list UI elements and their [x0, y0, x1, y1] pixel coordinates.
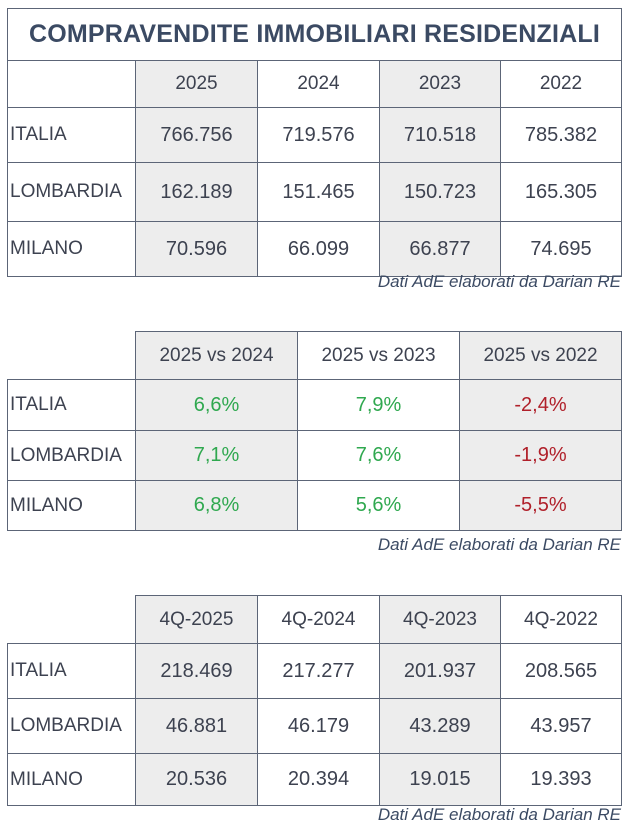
- column-header: 2025 vs 2024: [135, 331, 298, 380]
- row-label: ITALIA: [7, 643, 136, 699]
- row-label: LOMBARDIA: [7, 162, 136, 222]
- table-cell: 66.877: [379, 221, 501, 277]
- column-header: 4Q-2024: [257, 595, 380, 644]
- table-row: MILANO 20.536 20.394 19.015 19.393: [7, 753, 622, 806]
- table-cell: 217.277: [257, 643, 380, 699]
- change-cell: 6,6%: [135, 379, 298, 431]
- yoy-change-table: 2025 vs 2024 2025 vs 2023 2025 vs 2022 I…: [7, 331, 622, 531]
- table-cell: 710.518: [379, 107, 501, 163]
- table-cell: 70.596: [135, 221, 258, 277]
- table-cell: 43.957: [500, 698, 622, 754]
- column-header: 2024: [257, 60, 380, 108]
- change-cell: -2,4%: [459, 379, 622, 431]
- table-cell: 150.723: [379, 162, 501, 222]
- row-label: ITALIA: [7, 379, 136, 431]
- change-cell: -5,5%: [459, 480, 622, 531]
- quarterly-sales-table: 4Q-2025 4Q-2024 4Q-2023 4Q-2022 ITALIA 2…: [7, 595, 622, 806]
- column-header: 2023: [379, 60, 501, 108]
- table-cell: 785.382: [500, 107, 622, 163]
- row-label: MILANO: [7, 221, 136, 277]
- change-cell: 7,6%: [297, 430, 460, 481]
- table-cell: 162.189: [135, 162, 258, 222]
- row-label: MILANO: [7, 753, 136, 806]
- table-cell: 46.881: [135, 698, 258, 754]
- column-header: 2025: [135, 60, 258, 108]
- header-corner: [7, 60, 136, 108]
- table-cell: 19.015: [379, 753, 501, 806]
- row-label: LOMBARDIA: [7, 430, 136, 481]
- table-cell: 20.536: [135, 753, 258, 806]
- table-row: ITALIA 218.469 217.277 201.937 208.565: [7, 643, 622, 699]
- column-header: 4Q-2023: [379, 595, 501, 644]
- header-corner: [7, 595, 136, 644]
- row-label: LOMBARDIA: [7, 698, 136, 754]
- table-cell: 218.469: [135, 643, 258, 699]
- table-cell: 151.465: [257, 162, 380, 222]
- column-header: 2025 vs 2022: [459, 331, 622, 380]
- table-row: LOMBARDIA 162.189 151.465 150.723 165.30…: [7, 162, 622, 222]
- change-cell: 7,1%: [135, 430, 298, 481]
- table-cell: 766.756: [135, 107, 258, 163]
- table-cell: 165.305: [500, 162, 622, 222]
- table-cell: 208.565: [500, 643, 622, 699]
- column-header: 2022: [500, 60, 622, 108]
- row-label: ITALIA: [7, 107, 136, 163]
- table-row: LOMBARDIA 7,1% 7,6% -1,9%: [7, 430, 622, 481]
- change-cell: -1,9%: [459, 430, 622, 481]
- column-header: 2025 vs 2023: [297, 331, 460, 380]
- table-cell: 66.099: [257, 221, 380, 277]
- change-cell: 6,8%: [135, 480, 298, 531]
- table-row: MILANO 70.596 66.099 66.877 74.695: [7, 221, 622, 277]
- column-header: 4Q-2022: [500, 595, 622, 644]
- table-title: COMPRAVENDITE IMMOBILIARI RESIDENZIALI: [7, 8, 622, 61]
- table-row: LOMBARDIA 46.881 46.179 43.289 43.957: [7, 698, 622, 754]
- table-cell: 74.695: [500, 221, 622, 277]
- table-row: MILANO 6,8% 5,6% -5,5%: [7, 480, 622, 531]
- residential-sales-table: COMPRAVENDITE IMMOBILIARI RESIDENZIALI 2…: [7, 8, 622, 277]
- table-row: ITALIA 6,6% 7,9% -2,4%: [7, 379, 622, 431]
- header-corner: [7, 331, 136, 380]
- change-cell: 7,9%: [297, 379, 460, 431]
- change-cell: 5,6%: [297, 480, 460, 531]
- source-note: Dati AdE elaborati da Darian RE: [377, 535, 621, 554]
- table-cell: 43.289: [379, 698, 501, 754]
- table-row: ITALIA 766.756 719.576 710.518 785.382: [7, 107, 622, 163]
- column-header: 4Q-2025: [135, 595, 258, 644]
- source-note: Dati AdE elaborati da Darian RE: [377, 805, 621, 824]
- table-cell: 46.179: [257, 698, 380, 754]
- table-cell: 201.937: [379, 643, 501, 699]
- table-cell: 719.576: [257, 107, 380, 163]
- table-cell: 20.394: [257, 753, 380, 806]
- source-note: Dati AdE elaborati da Darian RE: [377, 272, 621, 291]
- table-cell: 19.393: [500, 753, 622, 806]
- row-label: MILANO: [7, 480, 136, 531]
